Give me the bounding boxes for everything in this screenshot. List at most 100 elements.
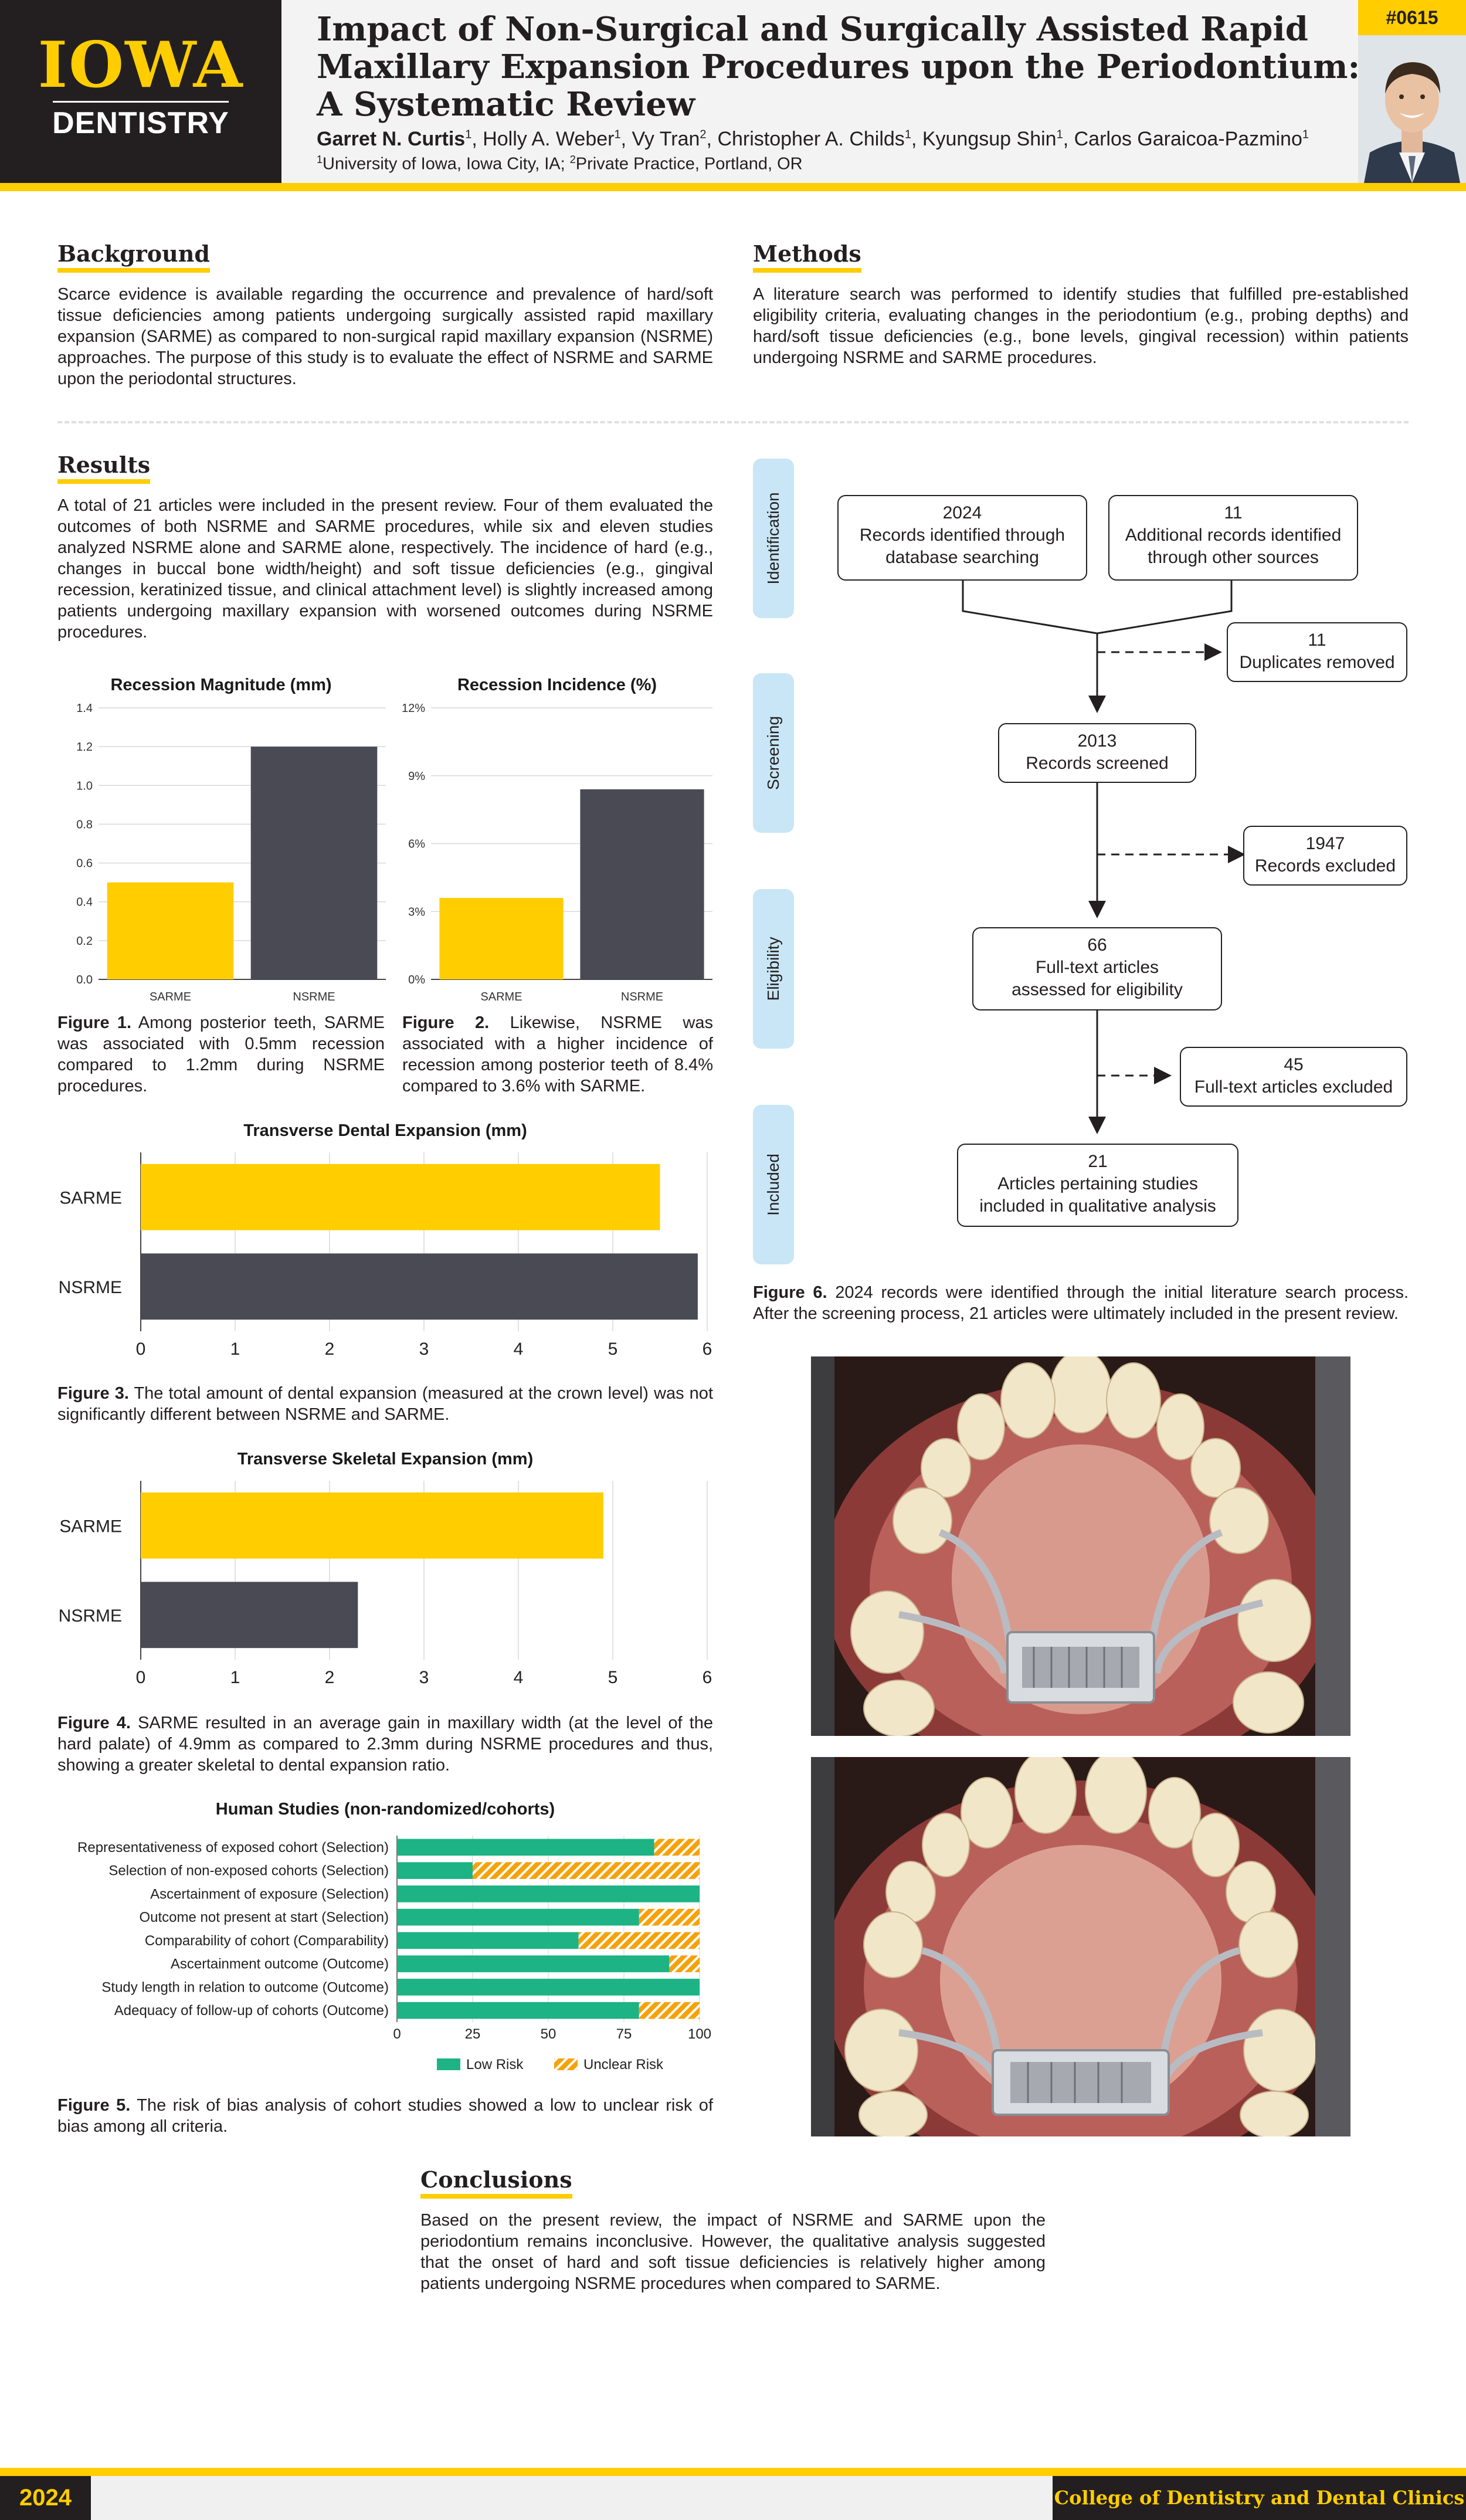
figure-label: Figure 5.	[57, 2096, 131, 2115]
merge-connector	[962, 581, 1233, 635]
y-category-label: NSRME	[59, 1278, 122, 1297]
conclusions-text: Based on the present review, the impact …	[420, 2211, 1046, 2293]
chart-title: Human Studies (non-randomized/cohorts)	[216, 1800, 555, 1819]
bar-low-risk	[397, 1839, 654, 1856]
y-category-label: NSRME	[59, 1606, 122, 1626]
y-tick-label: 0.6	[76, 857, 93, 870]
recession-magnitude-chart: Recession Magnitude (mm) 0.0 0.2 0.4 0.6 0.8…	[76, 676, 386, 1003]
bar-unclear-risk	[654, 1839, 700, 1856]
prisma-stage-eligibility: Eligibility	[753, 889, 794, 1049]
bar-low-risk	[397, 2002, 639, 2019]
maxillary-expander-photo-1	[811, 1356, 1350, 1736]
bar-nsrme	[141, 1582, 358, 1649]
affiliation-1: University of Iowa, Iowa City, IA;	[323, 154, 570, 174]
methods-text: A literature search was performed to ide…	[753, 285, 1409, 367]
prisma-box-other-records: 11 Additional records identified through…	[1108, 495, 1358, 581]
box-count: 11	[1308, 630, 1326, 650]
legend-label: Unclear Risk	[583, 2057, 664, 2073]
bar-unclear-risk	[473, 1862, 700, 1879]
x-category-label: SARME	[480, 991, 522, 1003]
criterion-label: Representativeness of exposed cohort (Se…	[77, 1840, 389, 1856]
x-tick-label: 1	[230, 1668, 240, 1687]
author-name: Carlos Garaicoa-Pazmino	[1074, 128, 1302, 150]
results-text: A total of 21 articles were included in …	[57, 496, 713, 642]
clinical-photo-post-expansion	[811, 1757, 1350, 2136]
author-name: Christopher A. Childs	[717, 128, 905, 150]
x-tick-label: 0	[136, 1668, 146, 1687]
logo-divider	[53, 101, 229, 103]
x-tick-label: 3	[419, 1668, 429, 1687]
figure-text: Likewise, NSRME was associated with a hi…	[402, 1013, 714, 1095]
poster-number-badge: #0615	[1358, 0, 1466, 35]
x-tick-label: 1	[230, 1339, 240, 1359]
y-tick-label: 6%	[408, 838, 425, 851]
criterion-label: Study length in relation to outcome (Out…	[101, 1979, 389, 1995]
x-category-label: SARME	[150, 991, 191, 1003]
author-affil-sup: 2	[700, 128, 707, 141]
bar-sarme	[141, 1164, 660, 1230]
bar-sarme	[141, 1492, 603, 1559]
criterion-label: Outcome not present at start (Selection)	[139, 1909, 389, 1925]
x-tick-label: 25	[465, 2026, 481, 2042]
box-count: 11	[1224, 503, 1243, 523]
title-line: Maxillary Expansion Procedures upon the …	[317, 48, 1360, 86]
figure-3-caption: Figure 3. The total amount of dental exp…	[57, 1383, 713, 1425]
bar-low-risk	[397, 1979, 700, 1996]
criterion-label: Ascertainment of exposure (Selection)	[150, 1886, 389, 1902]
y-tick-label: 0.8	[76, 818, 93, 831]
presenter-portrait-image	[1358, 35, 1466, 183]
affil-sup: 2	[569, 154, 576, 165]
prisma-box-duplicates: 11 Duplicates removed	[1227, 622, 1407, 682]
author-name: Holly A. Weber	[483, 128, 615, 150]
footer-college-name: College of Dentistry and Dental Clinics	[1053, 2476, 1466, 2520]
y-tick-label: 1.0	[76, 779, 93, 792]
y-category-label: SARME	[59, 1188, 122, 1208]
prisma-stage-included: Included	[753, 1105, 794, 1264]
bar-sarme	[107, 882, 234, 979]
transverse-skeletal-expansion-chart: Transverse Skeletal Expansion (mm) SARME…	[59, 1450, 712, 1687]
figure-text: 2024 records were identified through the…	[753, 1283, 1409, 1323]
figure-6-caption: Figure 6. 2024 records were identified t…	[753, 1282, 1409, 1324]
bar-sarme	[439, 898, 564, 979]
figure-label: Figure 2.	[402, 1013, 490, 1032]
clinical-photo-pre-expansion	[811, 1356, 1350, 1736]
affiliation-2: Private Practice, Portland, OR	[575, 154, 803, 174]
author-list: Garret N. Curtis1, Holly A. Weber1, Vy T…	[317, 128, 1309, 150]
poster-title: Impact of Non-Surgical and Surgically As…	[317, 11, 1360, 123]
transverse-dental-expansion-chart: Transverse Dental Expansion (mm) SARME NS…	[59, 1121, 712, 1359]
bar-unclear-risk	[639, 1908, 700, 1926]
x-tick-label: 5	[608, 1339, 618, 1359]
figure-1-caption: Figure 1. Among posterior teeth, SARME w…	[57, 1012, 385, 1097]
x-tick-label: 0	[393, 2026, 401, 2042]
y-tick-label: 0.2	[76, 935, 93, 948]
x-tick-label: 0	[136, 1339, 146, 1359]
prisma-box-fulltext-excluded: 45 Full-text articles excluded	[1180, 1047, 1407, 1107]
bar-unclear-risk	[578, 1932, 700, 1949]
prisma-box-screened: 2013 Records screened	[998, 723, 1196, 783]
risk-of-bias-chart: Human Studies (non-randomized/cohorts) R…	[77, 1800, 711, 2073]
x-tick-label: 2	[325, 1668, 335, 1687]
x-category-label: NSRME	[293, 991, 335, 1003]
figure-4-caption: Figure 4. SARME resulted in an average g…	[57, 1712, 713, 1776]
conclusions-heading: Conclusions	[420, 2166, 572, 2199]
box-label: Additional records identified through ot…	[1125, 525, 1342, 567]
figure-text: The total amount of dental expansion (me…	[57, 1384, 713, 1424]
criterion-label: Selection of non-exposed cohorts (Select…	[108, 1863, 389, 1879]
author-name: Garret N. Curtis	[317, 128, 466, 150]
figure-label: Figure 1.	[57, 1013, 132, 1032]
affil-sup: 1	[317, 154, 323, 165]
prisma-connectors	[962, 581, 1246, 1134]
prisma-stage-screening: Screening	[753, 673, 794, 833]
figure-label: Figure 4.	[57, 1714, 131, 1732]
title-line: A Systematic Review	[317, 85, 695, 124]
x-tick-label: 4	[514, 1339, 524, 1359]
footer-yellow-band	[0, 2468, 1466, 2476]
box-count: 66	[1087, 935, 1107, 955]
x-tick-label: 4	[514, 1668, 524, 1687]
iowa-dentistry-logo: IOWA DENTISTRY	[0, 0, 281, 183]
x-tick-label: 6	[703, 1339, 712, 1359]
box-count: 21	[1088, 1152, 1108, 1171]
x-tick-label: 3	[419, 1339, 429, 1359]
figure-label: Figure 3.	[57, 1384, 129, 1403]
bar-nsrme	[141, 1253, 698, 1320]
